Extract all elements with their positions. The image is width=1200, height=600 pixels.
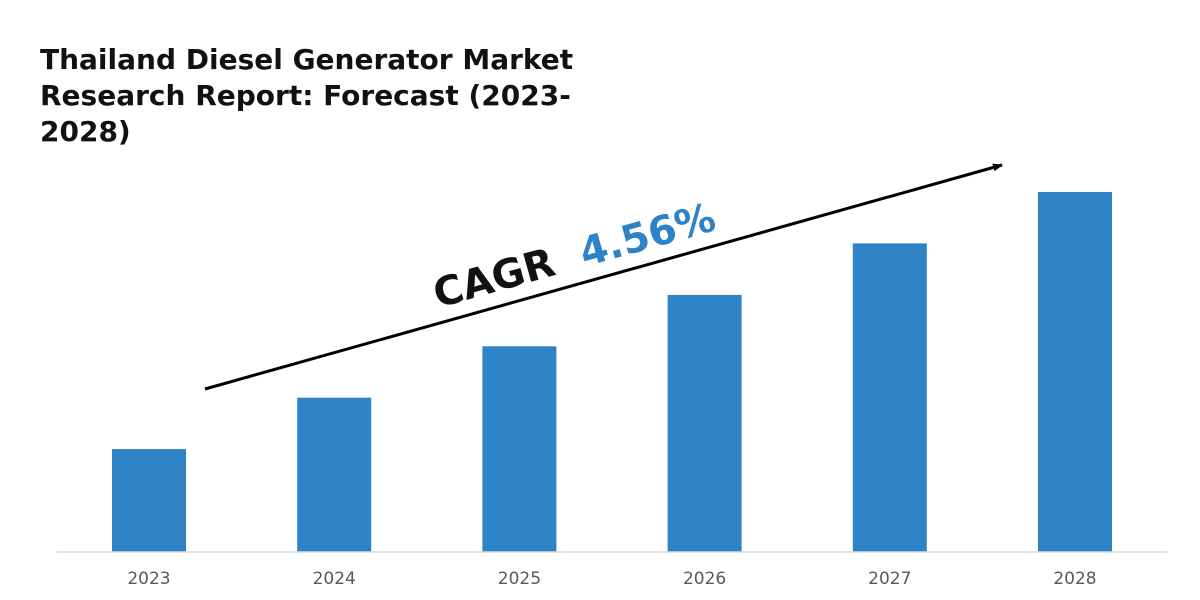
bars-group <box>112 192 1112 552</box>
bar-2023 <box>112 449 186 552</box>
bar-2028 <box>1038 192 1112 552</box>
trend-arrow <box>204 163 1003 391</box>
bar-2027 <box>852 243 927 552</box>
bar-2025 <box>482 346 557 552</box>
x-tick-label-2024: 2024 <box>313 569 356 589</box>
x-tick-labels: 2023 2024 2025 2026 2027 2028 <box>127 569 1096 589</box>
chart-title: Thailand Diesel Generator Market Researc… <box>40 43 574 148</box>
cagr-label: CAGR <box>428 240 560 318</box>
bar-2026 <box>667 294 742 552</box>
x-tick-label-2026: 2026 <box>683 569 726 589</box>
x-tick-label-2027: 2027 <box>868 569 911 589</box>
x-tick-label-2025: 2025 <box>498 569 541 589</box>
bar-2024 <box>297 397 372 552</box>
x-tick-label-2023: 2023 <box>127 569 170 589</box>
x-tick-label-2028: 2028 <box>1053 569 1096 589</box>
